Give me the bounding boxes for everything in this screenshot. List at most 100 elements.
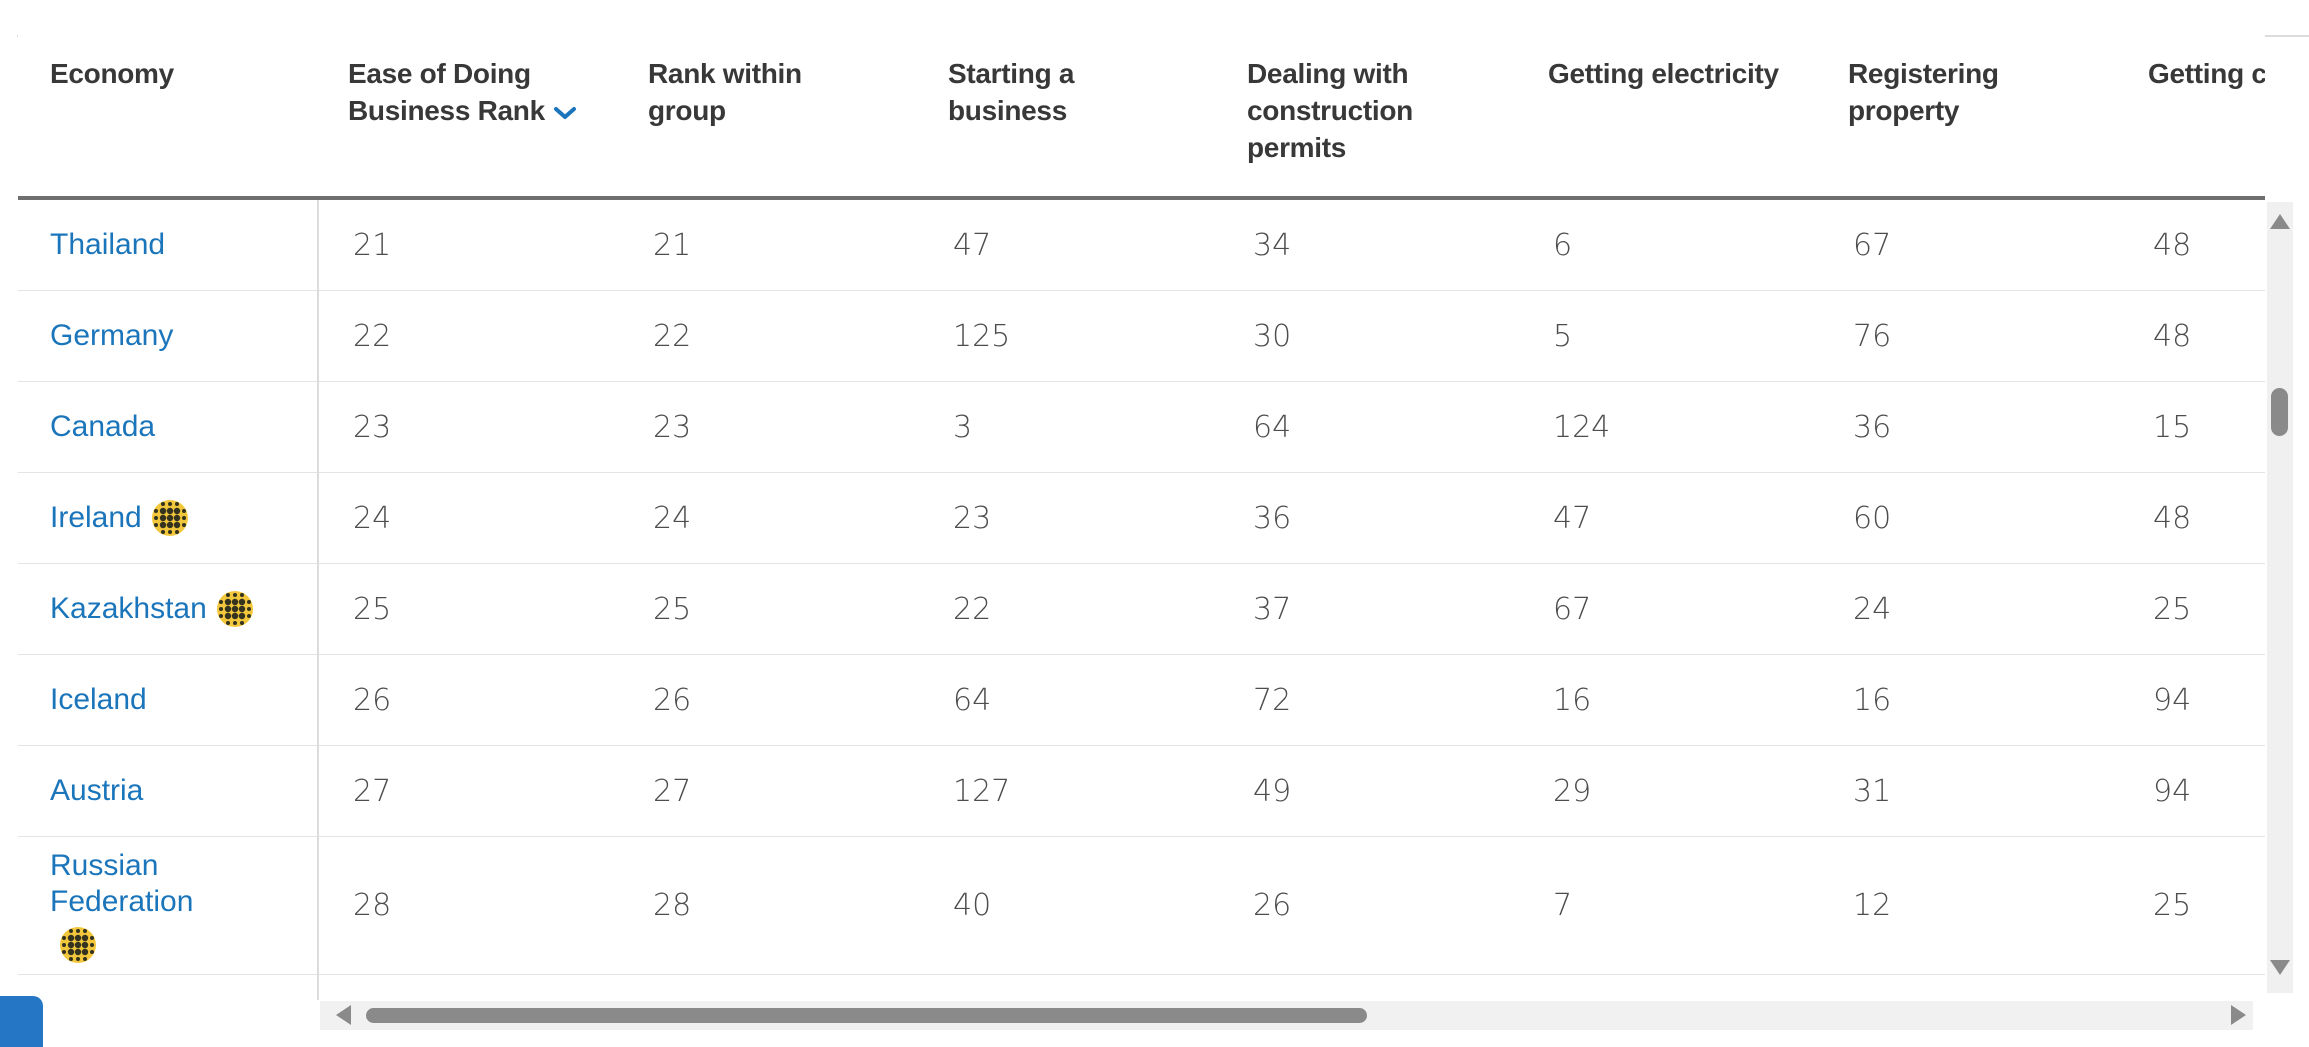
- value-cell: 15: [2153, 409, 2192, 445]
- value-cell: 6: [1553, 227, 1573, 263]
- value-cell: 3: [953, 409, 973, 445]
- table-body: Thailand 21 21 47: [18, 200, 2265, 975]
- economy-link[interactable]: Ireland: [50, 501, 142, 534]
- value-cell: 22: [953, 591, 992, 627]
- chevron-down-icon: [553, 96, 577, 127]
- economy-link[interactable]: Kazakhstan: [50, 592, 207, 625]
- value-cell: 48: [2153, 318, 2192, 354]
- value-cell: 23: [353, 409, 392, 445]
- dotted-circle-icon: [151, 499, 189, 537]
- table-row: Russian Federation 28 28: [18, 837, 2265, 975]
- value-cell: 76: [1853, 318, 1892, 354]
- value-cell: 24: [353, 500, 392, 536]
- column-header-getting-credit[interactable]: Getting credit: [2148, 58, 2265, 89]
- column-header-starting-a-business[interactable]: Starting a business: [948, 58, 1075, 126]
- column-header-label: Ease of Doing Business Rank: [348, 58, 545, 126]
- value-cell: 64: [953, 682, 992, 718]
- value-cell: 23: [653, 409, 692, 445]
- table-header-row: Economy Ease of Doing Business Rank Rank…: [18, 35, 2265, 200]
- value-cell: 48: [2153, 227, 2192, 263]
- value-cell: 22: [353, 318, 392, 354]
- value-cell: 60: [1853, 500, 1892, 536]
- vertical-scrollbar-track[interactable]: [2267, 202, 2293, 993]
- value-cell: 64: [1253, 409, 1292, 445]
- value-cell: 67: [1553, 591, 1592, 627]
- value-cell: 67: [1853, 227, 1892, 263]
- value-cell: 47: [953, 227, 992, 263]
- table-row: Ireland 24 24 23: [18, 473, 2265, 564]
- value-cell: 27: [353, 773, 392, 809]
- value-cell: 26: [353, 682, 392, 718]
- value-cell: 24: [653, 500, 692, 536]
- value-cell: 31: [1853, 773, 1892, 809]
- value-cell: 25: [653, 591, 692, 627]
- economy-cell: Ireland: [18, 473, 317, 563]
- table-row: Iceland 26 26 64: [18, 655, 2265, 746]
- value-cell: 28: [353, 888, 392, 923]
- economy-link[interactable]: Austria: [50, 774, 144, 807]
- value-cell: 23: [953, 500, 992, 536]
- value-cell: 27: [653, 773, 692, 809]
- value-cell: 21: [353, 227, 392, 263]
- dotted-circle-icon: [216, 590, 254, 628]
- economy-cell: Iceland: [18, 655, 317, 745]
- column-header-economy[interactable]: Economy: [50, 58, 174, 89]
- value-cell: 25: [353, 591, 392, 627]
- economy-cell: Thailand: [18, 200, 317, 290]
- value-cell: 72: [1253, 682, 1292, 718]
- value-cell: 30: [1253, 318, 1292, 354]
- value-cell: 37: [1253, 591, 1292, 627]
- value-cell: 12: [1853, 888, 1892, 923]
- value-cell: 24: [1853, 591, 1892, 627]
- value-cell: 36: [1853, 409, 1892, 445]
- table-row: Germany 22 22 125: [18, 291, 2265, 382]
- value-cell: 29: [1553, 773, 1592, 809]
- value-cell: 94: [2153, 682, 2192, 718]
- header-underline: [18, 196, 2265, 200]
- economy-cell: Austria: [18, 746, 317, 836]
- scroll-up-arrow[interactable]: [2270, 214, 2290, 229]
- value-cell: 26: [1253, 888, 1292, 923]
- value-cell: 49: [1253, 773, 1292, 809]
- economy-cell: Canada: [18, 382, 317, 472]
- vertical-scrollbar-thumb[interactable]: [2271, 388, 2288, 436]
- value-cell: 127: [953, 773, 1011, 809]
- value-cell: 25: [2153, 888, 2192, 923]
- value-cell: 26: [653, 682, 692, 718]
- value-cell: 124: [1553, 409, 1611, 445]
- scroll-down-arrow[interactable]: [2270, 960, 2290, 975]
- value-cell: 34: [1253, 227, 1292, 263]
- value-cell: 7: [1553, 888, 1573, 923]
- economy-link[interactable]: Canada: [50, 410, 156, 443]
- value-cell: 25: [2153, 591, 2192, 627]
- horizontal-scrollbar-thumb[interactable]: [366, 1008, 1367, 1023]
- column-header-rank-within-group[interactable]: Rank within group: [648, 58, 802, 126]
- economy-link[interactable]: Russian Federation: [50, 848, 194, 918]
- value-cell: 125: [953, 318, 1011, 354]
- scroll-left-arrow[interactable]: [336, 1005, 351, 1025]
- economy-link[interactable]: Iceland: [50, 683, 147, 716]
- column-header-registering-property[interactable]: Registering property: [1848, 58, 1999, 126]
- bottom-left-widget[interactable]: [0, 996, 43, 1047]
- value-cell: 5: [1553, 318, 1573, 354]
- economy-link[interactable]: Germany: [50, 319, 174, 352]
- value-cell: 28: [653, 888, 692, 923]
- scroll-right-arrow[interactable]: [2231, 1005, 2246, 1025]
- table-row: Thailand 21 21 47: [18, 200, 2265, 291]
- value-cell: 94: [2153, 773, 2192, 809]
- value-cell: 48: [2153, 500, 2192, 536]
- value-cell: 36: [1253, 500, 1292, 536]
- column-header-getting-electricity[interactable]: Getting electricity: [1548, 58, 1779, 89]
- economy-cell: Germany: [18, 291, 317, 381]
- economy-link[interactable]: Thailand: [50, 228, 166, 261]
- value-cell: 21: [653, 227, 692, 263]
- value-cell: 16: [1853, 682, 1892, 718]
- rankings-table: Economy Ease of Doing Business Rank Rank…: [18, 35, 2265, 976]
- value-cell: 40: [953, 888, 992, 923]
- economy-cell: Russian Federation: [18, 837, 317, 974]
- value-cell: 16: [1553, 682, 1592, 718]
- column-header-dealing-with-construction-permits[interactable]: Dealing with construction permits: [1247, 58, 1413, 163]
- column-header-ease-of-doing-business-rank[interactable]: Ease of Doing Business Rank: [348, 55, 578, 130]
- table-row: Kazakhstan 25 25 22: [18, 564, 2265, 655]
